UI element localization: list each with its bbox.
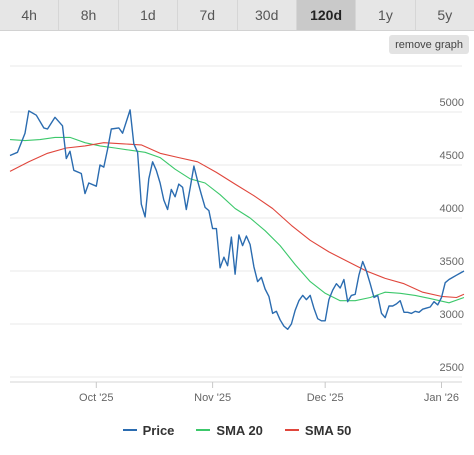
tab-8h[interactable]: 8h [59,0,119,30]
legend-item-sma-50[interactable]: SMA 50 [284,422,352,438]
legend-item-sma-20[interactable]: SMA 20 [196,422,263,438]
legend-label: SMA 50 [304,422,352,438]
tab-120d[interactable]: 120d [296,0,357,30]
y-tick-label: 4000 [440,203,464,215]
price-chart: 2500 3000 3500 4000 4500 5000 Oct '25 Nov '25 D… [9,65,465,404]
series-line-price [9,109,465,330]
y-axis-labels: 2500 3000 3500 4000 4500 5000 [440,97,464,374]
tab-5y[interactable]: 5y [437,7,453,23]
y-tick-label: 2500 [440,362,464,374]
series-line-sma-50 [9,142,465,299]
x-tick-label: Jan '26 [424,392,459,404]
tab-1d[interactable]: 1d [119,0,179,30]
y-tick-label: 3500 [440,256,464,268]
tab-7d[interactable]: 7d [178,0,238,30]
x-tick-label: Nov '25 [194,392,231,404]
grid-lines [10,65,462,383]
x-tick-label: Dec '25 [307,392,344,404]
tab-30d[interactable]: 30d [238,0,297,30]
legend-item-price[interactable]: Price [122,422,175,438]
legend-swatch [284,429,299,431]
series-lines [9,109,465,330]
x-tick-label: Oct '25 [79,392,114,404]
legend-swatch [122,429,137,431]
chart-legend: Price SMA 20 SMA 50 [0,420,474,440]
legend-label: Price [142,422,175,438]
y-tick-label: 3000 [440,309,464,321]
series-line-sma-20 [9,136,465,304]
timeframe-tabs: 4h 8h 1d 7d 30d 120d 1y 5y [0,0,474,31]
y-tick-label: 4500 [440,150,464,162]
remove-graph-button[interactable]: remove graph [389,35,469,54]
tab-1y[interactable]: 1y [356,0,416,30]
legend-label: SMA 20 [216,422,263,438]
tab-4h[interactable]: 4h [0,0,60,30]
legend-swatch [196,429,211,431]
y-tick-label: 5000 [440,97,464,109]
x-axis-labels: Oct '25 Nov '25 Dec '25 Jan '26 [79,382,459,404]
